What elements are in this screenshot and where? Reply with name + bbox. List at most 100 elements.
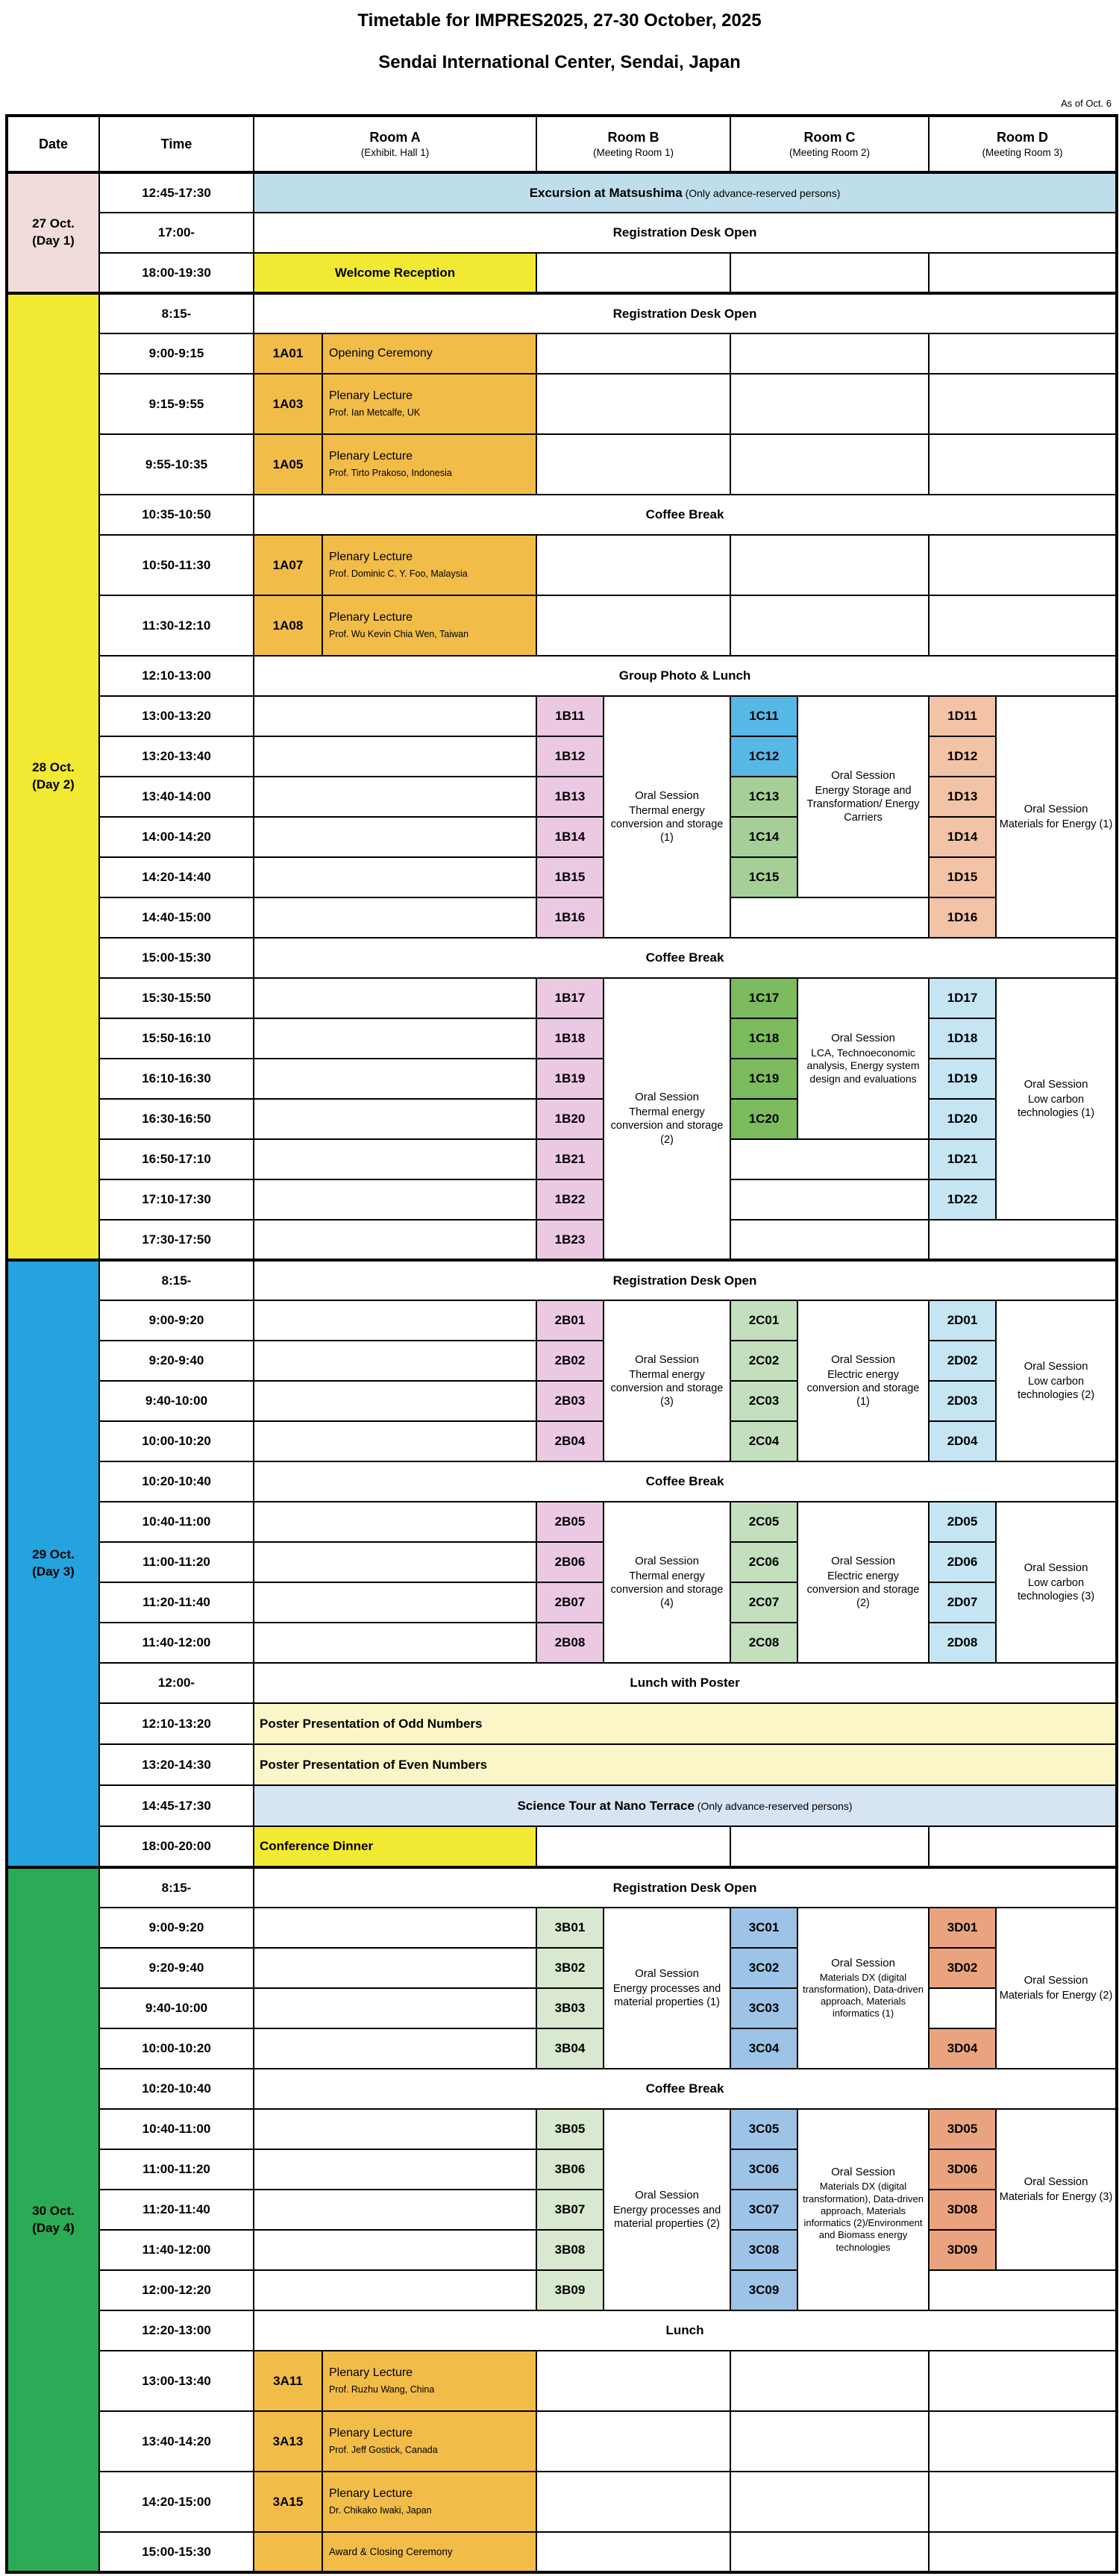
- timetable-row: 29 Oct. (Day 3) 8:15- Registration Desk Ope…: [6, 1259, 1118, 1868]
- timetable-row: 9:00-9:15 1A01 Opening Ceremony: [7, 333, 1118, 375]
- event-plenary-iwaki: Plenary Lecture Dr. Chikako Iwaki, Japan: [322, 2471, 537, 2533]
- empty-cell: [928, 595, 1118, 656]
- timetable-row: 18:00-20:00 Conference Dinner: [7, 1826, 1118, 1868]
- empty-cell: [928, 252, 1118, 294]
- slot-3a11: 3A11: [253, 2350, 323, 2412]
- slot-1b22: 1B22: [536, 1179, 604, 1220]
- session-label-thermal-4: Oral Session Thermal energy conversion an…: [602, 1501, 732, 1664]
- timetable-row: 30 Oct. (Day 4) 8:15- Registration Desk Ope…: [6, 1866, 1118, 2573]
- time-cell-11-40-12-00: 11:40-12:00: [98, 1622, 254, 1664]
- slot-2c05: 2C05: [730, 1501, 799, 1543]
- timetable-row: 11:40-12:00 3B08 3C08 3D09: [7, 2229, 1117, 2271]
- time-cell-12-45-17-30: 12:45-17:30: [98, 171, 254, 213]
- empty-cell: [253, 776, 537, 818]
- event-plenary-gostick: Plenary Lecture Prof. Jeff Gostick, Canad…: [322, 2410, 537, 2472]
- slot-3c05: 3C05: [730, 2108, 799, 2150]
- time-cell-11-40-12-00: 11:40-12:00: [98, 2229, 254, 2271]
- empty-cell: [253, 2229, 537, 2271]
- empty-cell: [253, 1380, 537, 1422]
- col-header-room-b: Room B (Meeting Room 1): [535, 115, 732, 174]
- slot-3d01: 3D01: [928, 1907, 997, 1949]
- empty-cell: [535, 433, 732, 495]
- slot-3d08: 3D08: [928, 2189, 997, 2231]
- time-cell-13-20-14-30: 13:20-14:30: [98, 1743, 254, 1786]
- empty-cell: [730, 252, 930, 294]
- banner-registration-day2: Registration Desk Open: [252, 292, 1118, 334]
- slot-1c11: 1C11: [730, 695, 799, 737]
- slot-3c06: 3C06: [730, 2149, 799, 2190]
- timetable-row: 9:20-9:40 2B02 2C02 2D02: [7, 1340, 1117, 1382]
- session-label-energy-storage: Oral Session Energy Storage and Transform…: [797, 695, 930, 898]
- timetable-row: 14:40-15:00 1B16 1D16: [7, 897, 1117, 938]
- slot-1d14: 1D14: [928, 816, 997, 858]
- timetable-row: 9:00-9:20 3B01 Oral Session Energy processe…: [7, 1907, 1118, 2069]
- slot-1c12: 1C12: [730, 736, 799, 777]
- empty-cell: [928, 373, 1118, 435]
- empty-cell: [535, 2410, 732, 2472]
- empty-cell: [253, 736, 537, 777]
- event-plenary-wang: Plenary Lecture Prof. Ruzhu Wang, China: [322, 2350, 537, 2412]
- empty-cell: [253, 2189, 537, 2231]
- room-a-sub: (Exhibit. Hall 1): [360, 147, 430, 158]
- col-header-room-c: Room C (Meeting Room 2): [730, 115, 930, 174]
- slot-1d12: 1D12: [928, 736, 997, 777]
- timetable-row: 15:00-15:30 Coffee Break: [7, 937, 1118, 979]
- room-d-name: Room D: [997, 130, 1049, 145]
- time-cell-11-00-11-20: 11:00-11:20: [98, 1541, 254, 1583]
- timetable: Date Time Room A (Exhibit. Hall 1) Room …: [5, 114, 1119, 2574]
- empty-cell: [535, 2471, 732, 2533]
- timetable-row: 9:20-9:40 3B02 3C02 3D02: [7, 1947, 1117, 1989]
- slot-1d20: 1D20: [928, 1098, 997, 1140]
- empty-cell: [928, 534, 1118, 596]
- slot-1b12: 1B12: [536, 736, 604, 777]
- slot-3d06: 3D06: [928, 2149, 997, 2190]
- time-cell-9-55-10-35: 9:55-10:35: [98, 433, 254, 495]
- slot-2b02: 2B02: [536, 1340, 604, 1382]
- time-cell-8-15: 8:15-: [98, 1259, 254, 1301]
- slot-3c03: 3C03: [730, 1987, 799, 2029]
- empty-cell: [730, 433, 930, 495]
- empty-cell: [253, 1622, 537, 1664]
- slot-1b23: 1B23: [536, 1219, 604, 1261]
- banner-registration-day3: Registration Desk Open: [252, 1259, 1118, 1301]
- slot-1b11: 1B11: [536, 695, 604, 737]
- empty-cell: [253, 1907, 537, 1949]
- time-cell-17-30-17-50: 17:30-17:50: [98, 1219, 254, 1261]
- empty-cell: [253, 1179, 537, 1220]
- timetable-body: 27 Oct. (Day 1) 12:45-17:30 Excursion at Ma…: [6, 171, 1118, 2573]
- slot-1b18: 1B18: [536, 1018, 604, 1059]
- timetable-row: 11:20-11:40 3B07 3C07 3D08: [7, 2189, 1117, 2231]
- room-c-name: Room C: [803, 130, 856, 145]
- timetable-row: 10:00-10:20 2B04 2C04 2D04: [7, 1420, 1117, 1462]
- slot-2b08: 2B08: [536, 1622, 604, 1664]
- timetable-row: 12:00- Lunch with Poster: [7, 1662, 1118, 1704]
- timetable-row: 11:40-12:00 2B08 2C08 2D08: [7, 1622, 1117, 1664]
- slot-1b20: 1B20: [536, 1098, 604, 1140]
- slot-2c06: 2C06: [730, 1541, 799, 1583]
- slot-1c14: 1C14: [730, 816, 799, 858]
- session-label-low-carbon-2: Oral Session Low carbon technologies (2): [995, 1300, 1118, 1462]
- slot-1c20: 1C20: [730, 1098, 799, 1140]
- timetable-row: 17:00- Registration Desk Open: [7, 212, 1118, 254]
- slot-3c08: 3C08: [730, 2229, 799, 2271]
- slot-1c19: 1C19: [730, 1058, 799, 1100]
- empty-cell: [730, 1138, 930, 1180]
- banner-group-photo-lunch: Group Photo & Lunch: [252, 655, 1118, 697]
- session-label-thermal-2: Oral Session Thermal energy conversion an…: [602, 977, 732, 1261]
- slot-1d19: 1D19: [928, 1058, 997, 1100]
- slot-2c08: 2C08: [730, 1622, 799, 1664]
- page-header: Timetable for IMPRES2025, 27-30 October,…: [0, 0, 1119, 72]
- event-award-closing: Award & Closing Ceremony: [322, 2531, 537, 2573]
- timetable-row: 10:00-10:20 3B04 3C04 3D04: [7, 2028, 1117, 2069]
- slot-3b07: 3B07: [536, 2189, 604, 2231]
- empty-cell: [253, 2149, 537, 2190]
- room-b-sub: (Meeting Room 1): [592, 147, 674, 158]
- timetable-row: 12:20-13:00 Lunch: [7, 2310, 1118, 2351]
- empty-cell: [730, 373, 930, 435]
- banner-coffee-break-4: Coffee Break: [252, 2068, 1118, 2110]
- timetable-row: 14:45-17:30 Science Tour at Nano Terrace …: [7, 1784, 1118, 1827]
- banner-lunch-day4: Lunch: [252, 2310, 1118, 2351]
- time-cell-11-30-12-10: 11:30-12:10: [98, 595, 254, 656]
- slot-2d02: 2D02: [928, 1340, 997, 1382]
- slot-3c07: 3C07: [730, 2189, 799, 2231]
